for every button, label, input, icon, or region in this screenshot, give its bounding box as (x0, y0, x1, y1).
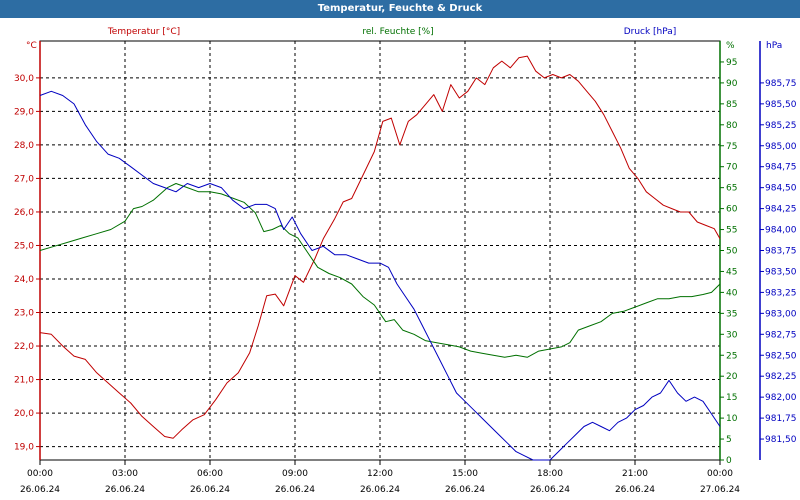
y-tick-label-temperature: 20,0 (14, 409, 34, 419)
x-tick-label-time: 03:00 (112, 469, 138, 479)
y-tick-label-pressure: 981,75 (765, 414, 797, 424)
y-tick-label-pressure: 982,00 (765, 393, 797, 403)
series-lines (39, 55, 721, 461)
series-line-temperature (39, 55, 721, 439)
y-tick-label-pressure: 982,50 (765, 351, 797, 361)
x-tick-label-date: 26.06.24 (530, 485, 570, 495)
series-line-pressure (39, 90, 721, 461)
x-tick-label-date: 27.06.24 (700, 485, 740, 495)
y-tick-label-humidity: 5 (726, 435, 732, 445)
x-tick-label-date: 26.06.24 (105, 485, 145, 495)
y-tick-label-humidity: 85 (726, 100, 737, 110)
y-tick-label-pressure: 983,50 (765, 267, 797, 277)
y-tick-label-pressure: 985,25 (765, 121, 797, 131)
y-tick-label-temperature: 21,0 (14, 376, 34, 386)
y-tick-label-temperature: 30,0 (14, 74, 34, 84)
x-tick-label-time: 00:00 (27, 469, 53, 479)
y-tick-label-humidity: 95 (726, 58, 737, 68)
y-tick-label-temperature: 26,0 (14, 208, 34, 218)
x-tick-label-date: 26.06.24 (275, 485, 315, 495)
axis-unit-temperature: °C (26, 41, 37, 51)
y-tick-label-temperature: 22,0 (14, 342, 34, 352)
y-tick-label-temperature: 28,0 (14, 141, 34, 151)
y-tick-label-pressure: 983,25 (765, 288, 797, 298)
axes (36, 40, 764, 465)
y-tick-label-humidity: 70 (726, 163, 738, 173)
y-tick-label-temperature: 29,0 (14, 107, 34, 117)
y-tick-label-humidity: 90 (726, 79, 738, 89)
y-tick-label-pressure: 985,50 (765, 100, 797, 110)
y-tick-label-temperature: 27,0 (14, 174, 34, 184)
y-tick-label-humidity: 35 (726, 309, 737, 319)
y-tick-label-pressure: 984,25 (765, 205, 797, 215)
y-tick-label-temperature: 25,0 (14, 241, 34, 251)
x-tick-label-date: 26.06.24 (20, 485, 60, 495)
tick-labels: 00:00 26.06.24 03:00 26.06.24 06:00 26.06.24 0… (14, 58, 797, 495)
y-tick-label-pressure: 982,25 (765, 372, 797, 382)
y-tick-label-humidity: 45 (726, 267, 737, 277)
axis-label-humidity: rel. Feuchte [%] (362, 27, 433, 37)
axis-unit-humidity: % (726, 41, 735, 51)
series-line-humidity (39, 183, 721, 358)
y-tick-label-humidity: 55 (726, 226, 737, 236)
y-tick-label-temperature: 19,0 (14, 443, 34, 453)
y-tick-label-pressure: 983,75 (765, 247, 797, 257)
x-tick-label-time: 18:00 (537, 469, 563, 479)
y-tick-label-humidity: 65 (726, 184, 737, 194)
y-tick-label-humidity: 80 (726, 121, 738, 131)
x-tick-label-time: 15:00 (452, 469, 478, 479)
y-tick-label-temperature: 24,0 (14, 275, 34, 285)
y-tick-label-humidity: 25 (726, 351, 737, 361)
axis-headers: Temperatur [°C] rel. Feuchte [%] Druck [hP… (26, 27, 782, 51)
x-tick-label-date: 26.06.24 (190, 485, 230, 495)
y-tick-label-pressure: 985,75 (765, 79, 797, 89)
x-tick-label-time: 09:00 (282, 469, 308, 479)
y-tick-label-pressure: 984,75 (765, 163, 797, 173)
y-tick-label-humidity: 60 (726, 205, 738, 215)
y-tick-label-humidity: 15 (726, 393, 737, 403)
y-tick-label-pressure: 985,00 (765, 142, 797, 152)
chart-title: Temperatur, Feuchte & Druck (0, 0, 800, 18)
x-tick-label-time: 06:00 (197, 469, 223, 479)
x-tick-label-time: 21:00 (622, 469, 648, 479)
y-tick-label-humidity: 50 (726, 247, 738, 257)
y-tick-label-humidity: 0 (726, 456, 732, 466)
axis-unit-pressure: hPa (766, 41, 782, 51)
y-tick-label-temperature: 23,0 (14, 309, 34, 319)
x-tick-label-date: 26.06.24 (360, 485, 400, 495)
y-tick-label-humidity: 10 (726, 414, 738, 424)
x-tick-label-date: 26.06.24 (445, 485, 485, 495)
grid-lines (40, 41, 720, 460)
y-tick-label-pressure: 984,00 (765, 226, 797, 236)
y-tick-label-humidity: 40 (726, 288, 738, 298)
x-tick-label-time: 12:00 (367, 469, 393, 479)
y-tick-label-pressure: 983,00 (765, 309, 797, 319)
y-tick-label-pressure: 984,50 (765, 184, 797, 194)
y-tick-label-pressure: 982,75 (765, 330, 797, 340)
x-tick-label-date: 26.06.24 (615, 485, 655, 495)
y-tick-label-humidity: 30 (726, 330, 738, 340)
y-tick-label-humidity: 20 (726, 372, 738, 382)
y-tick-label-pressure: 981,50 (765, 435, 797, 445)
axis-label-temperature: Temperatur [°C] (107, 27, 180, 37)
y-tick-label-humidity: 75 (726, 142, 737, 152)
x-tick-label-time: 00:00 (707, 469, 733, 479)
axis-label-pressure: Druck [hPa] (624, 27, 677, 37)
